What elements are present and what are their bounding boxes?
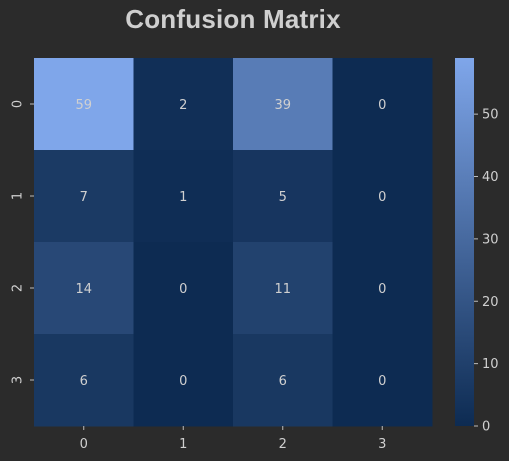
heatmap-cell-r0-c2	[233, 58, 333, 151]
heatmap-cell-r1-c1	[133, 150, 234, 243]
cell-label-r3-c3: 0	[378, 374, 386, 389]
cell-label-r0-c0: 59	[75, 98, 92, 113]
cell-label-r1-c0: 7	[80, 190, 88, 205]
y-tick-label-0: 0	[11, 100, 26, 108]
cell-label-r3-c0: 6	[80, 374, 88, 389]
heatmap-cell-r0-c0	[34, 58, 134, 151]
y-axis-ticks: 0 1 2 3	[11, 100, 34, 384]
y-tick-label-3: 3	[11, 376, 26, 384]
chart-title: Confusion Matrix	[125, 4, 341, 34]
cell-label-r3-c2: 6	[279, 374, 287, 389]
heatmap-cell-r0-c1	[133, 58, 234, 151]
colorbar-tick-label-5: 50	[482, 108, 499, 123]
cell-label-r1-c3: 0	[378, 190, 386, 205]
x-axis-ticks: 0 1 2 3	[80, 426, 386, 452]
colorbar-tick-label-1: 10	[482, 357, 499, 372]
cell-label-r3-c1: 0	[179, 374, 187, 389]
x-tick-label-3: 3	[378, 437, 386, 452]
heatmap-cell-r3-c2	[233, 334, 333, 427]
colorbar-tick-label-4: 40	[482, 170, 499, 185]
cell-label-r1-c1: 1	[179, 190, 187, 205]
colorbar: 0 10 20 30 40 50	[455, 58, 499, 435]
x-tick-label-1: 1	[179, 437, 187, 452]
cell-label-r1-c2: 5	[279, 190, 287, 205]
x-tick-label-2: 2	[279, 437, 287, 452]
heatmap-cell-r3-c1	[133, 334, 234, 427]
heatmap-cell-labels: 59 2 39 0 7 1 5 0 14 0 11 0 6 0 6 0	[75, 98, 386, 389]
heatmap-cell-r3-c3	[332, 334, 433, 427]
heatmap-cell-r1-c0	[34, 150, 134, 243]
cell-label-r0-c2: 39	[274, 98, 291, 113]
cell-label-r2-c0: 14	[75, 282, 92, 297]
heatmap-cell-r2-c3	[332, 242, 433, 335]
heatmap-cell-r0-c3	[332, 58, 433, 151]
colorbar-tick-label-2: 20	[482, 295, 499, 310]
y-tick-label-2: 2	[11, 284, 26, 292]
heatmap-cell-r2-c2	[233, 242, 333, 335]
colorbar-tick-label-0: 0	[482, 420, 490, 435]
cell-label-r0-c1: 2	[179, 98, 187, 113]
cell-label-r2-c2: 11	[274, 282, 291, 297]
heatmap-cell-r1-c3	[332, 150, 433, 243]
heatmap-cell-r1-c2	[233, 150, 333, 243]
cell-label-r0-c3: 0	[378, 98, 386, 113]
heatmap-cells	[34, 58, 433, 427]
x-tick-label-0: 0	[80, 437, 88, 452]
heatmap-cell-r3-c0	[34, 334, 134, 427]
heatmap-cell-r2-c0	[34, 242, 134, 335]
colorbar-gradient	[455, 58, 474, 426]
colorbar-tick-label-3: 30	[482, 232, 499, 247]
cell-label-r2-c1: 0	[179, 282, 187, 297]
heatmap-cell-r2-c1	[133, 242, 234, 335]
y-tick-label-1: 1	[11, 192, 26, 200]
cell-label-r2-c3: 0	[378, 282, 386, 297]
